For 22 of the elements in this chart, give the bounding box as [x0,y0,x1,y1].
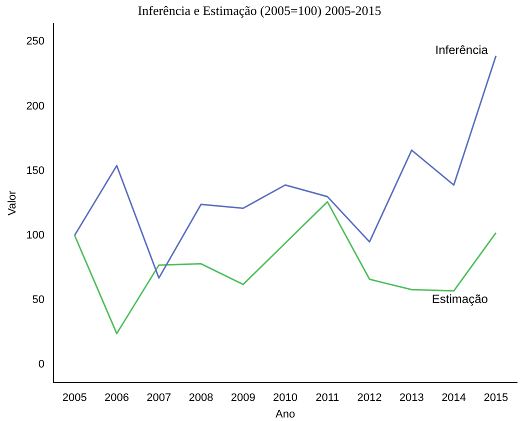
x-axis-title: Ano [275,408,296,420]
y-tick-label: 200 [26,100,45,112]
x-tick-label: 2005 [62,392,87,404]
chart-title: Inferência e Estimação (2005=100) 2005-2015 [138,3,382,18]
y-tick-label: 250 [26,36,45,48]
series-label: Inferência [435,42,488,57]
y-tick-label: 0 [38,358,45,371]
x-tick-label: 2006 [104,392,129,404]
x-tick-label: 2012 [357,392,382,404]
x-tick-label: 2014 [442,392,466,404]
x-tick-label: 2011 [316,392,340,404]
y-tick-label: 150 [26,164,45,177]
x-tick-label: 2008 [188,392,214,404]
x-tick-label: 2010 [273,392,298,404]
y-axis-title: Valor [6,190,19,216]
x-tick-label: 2009 [230,392,256,404]
x-tick-label: 2007 [146,392,172,404]
y-tick-label: 50 [32,294,45,306]
x-tick-label: 2015 [484,392,508,404]
series-label: Estimação [432,292,488,306]
y-tick-label: 100 [26,229,45,242]
x-tick-label: 2013 [399,392,424,404]
